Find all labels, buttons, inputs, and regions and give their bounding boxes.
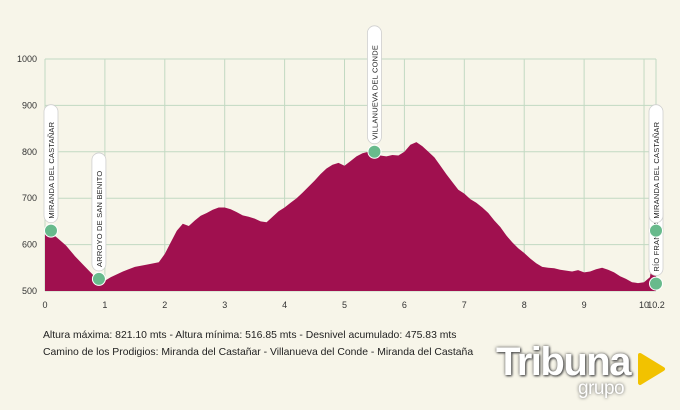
waypoint-dot — [367, 144, 382, 159]
waypoint-label: RÍO FRANCIA — [652, 221, 661, 272]
elevation-area — [45, 142, 656, 291]
x-tick-label: 6 — [402, 300, 407, 310]
x-tick-label: 2 — [162, 300, 167, 310]
y-tick-label: 900 — [22, 100, 37, 110]
brand-logo: Tribuna grupo — [496, 340, 666, 402]
waypoint-pin — [91, 152, 107, 272]
y-tick-label: 500 — [22, 286, 37, 296]
x-tick-label: 3 — [222, 300, 227, 310]
waypoint-pin — [367, 25, 382, 145]
x-tick-label: 10 — [639, 300, 649, 310]
y-tick-label: 600 — [22, 240, 37, 250]
waypoint-marker: VILLANUEVA DEL CONDE — [367, 25, 382, 159]
waypoint-label: MIRANDA DEL CASTAÑAR — [652, 121, 661, 218]
x-tick-label: 8 — [522, 300, 527, 310]
brand-name: Tribuna — [496, 340, 631, 384]
play-icon — [638, 353, 665, 385]
x-tick-label: 10.2 — [647, 300, 665, 310]
waypoint-dot — [43, 223, 58, 238]
waypoint-label: ARROYO DE SAN BENITO — [95, 171, 104, 267]
waypoint-marker: ARROYO DE SAN BENITO — [91, 152, 107, 286]
x-tick-label: 1 — [102, 300, 107, 310]
brand-sub: grupo — [578, 378, 625, 399]
x-tick-label: 0 — [42, 300, 47, 310]
waypoint-marker: MIRANDA DEL CASTAÑAR — [648, 104, 664, 238]
waypoint-dot — [91, 271, 106, 286]
waypoint-dot — [649, 276, 663, 291]
x-tick-label: 4 — [282, 300, 287, 310]
waypoint-pin — [43, 104, 59, 224]
x-tick-label: 7 — [462, 300, 467, 310]
route-caption: Camino de los Prodigios: Miranda del Cas… — [43, 347, 474, 358]
y-tick-label: 700 — [22, 193, 37, 203]
waypoint-marker: MIRANDA DEL CASTAÑAR — [43, 104, 59, 238]
y-tick-label: 800 — [22, 147, 37, 157]
y-tick-label: 1000 — [17, 54, 37, 64]
stats-caption: Altura máxima: 821.10 mts - Altura mínim… — [43, 330, 457, 341]
x-tick-label: 9 — [582, 300, 587, 310]
x-tick-label: 5 — [342, 300, 347, 310]
waypoint-label: MIRANDA DEL CASTAÑAR — [47, 121, 56, 218]
waypoint-pin — [648, 104, 664, 224]
waypoint-label: VILLANUEVA DEL CONDE — [370, 45, 379, 140]
waypoint-dot — [649, 223, 663, 238]
